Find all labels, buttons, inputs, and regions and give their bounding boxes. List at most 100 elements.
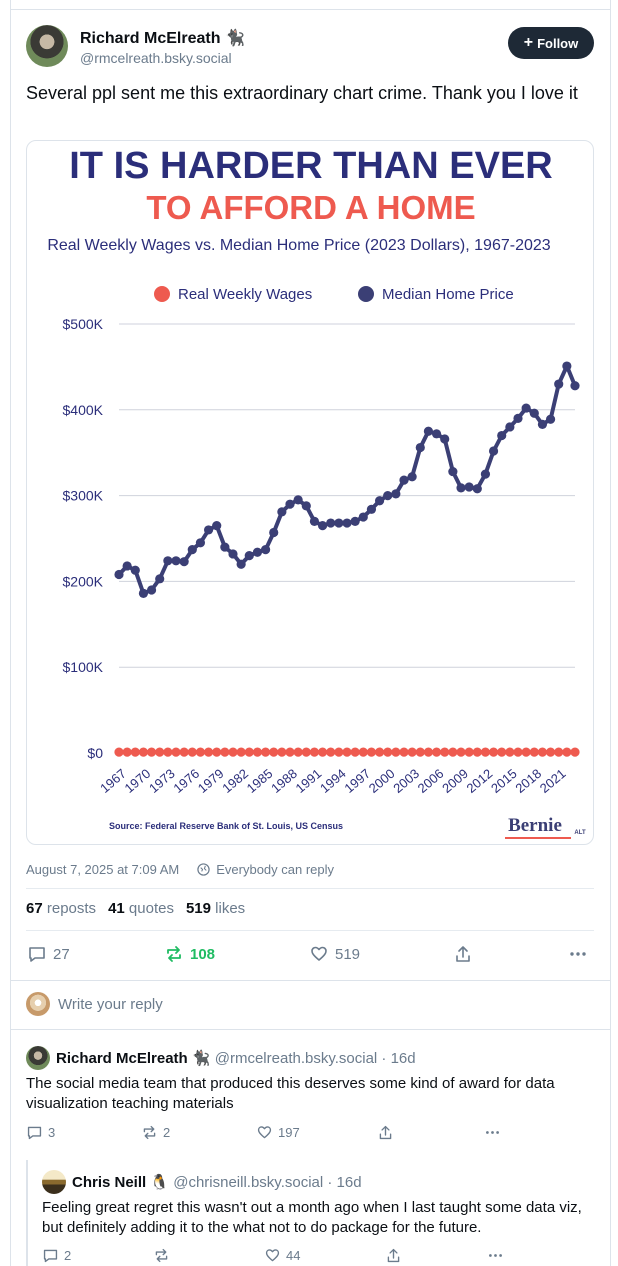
repost-button[interactable] bbox=[153, 1247, 175, 1264]
post-stats: 67 reposts 41 quotes 519 likes bbox=[26, 900, 245, 917]
reply-header: Richard McElreath 🐈‍⬛ @rmcelreath.bsky.s… bbox=[56, 1049, 416, 1067]
post-image[interactable]: IT IS HARDER THAN EVER TO AFFORD A HOME … bbox=[26, 140, 594, 845]
x-tick-label: 2000 bbox=[366, 766, 398, 796]
heart-icon bbox=[265, 1249, 280, 1262]
x-tick-label: 1982 bbox=[219, 766, 251, 796]
more-options-button[interactable] bbox=[568, 944, 588, 964]
timestamp[interactable]: August 7, 2025 at 7:09 AM bbox=[26, 862, 180, 877]
author-handle[interactable]: @rmcelreath.bsky.social bbox=[80, 50, 232, 66]
likes-stat[interactable]: 519 likes bbox=[185, 900, 246, 917]
wages-point bbox=[554, 747, 564, 757]
avatar[interactable] bbox=[26, 1046, 50, 1070]
author-name[interactable]: Richard McElreath 🐈‍⬛ bbox=[80, 30, 245, 47]
x-axis: 1967197019731976197919821985198819911994… bbox=[97, 766, 569, 796]
home-price-point bbox=[488, 446, 499, 456]
wages-point bbox=[488, 747, 499, 757]
home-price-point bbox=[228, 549, 238, 559]
home-price-point bbox=[163, 556, 173, 566]
home-price-point bbox=[570, 381, 580, 391]
share-button[interactable] bbox=[377, 1124, 394, 1141]
wages-point bbox=[431, 747, 442, 757]
author-handle[interactable]: @chrisneill.bsky.social bbox=[173, 1174, 324, 1191]
avatar[interactable] bbox=[26, 25, 68, 67]
cat-icon: 🐈‍⬛ bbox=[224, 30, 245, 47]
wages-point bbox=[203, 747, 214, 757]
cat-icon: 🐈‍⬛ bbox=[191, 1050, 211, 1067]
home-price-point bbox=[138, 588, 149, 599]
home-price-point bbox=[293, 495, 303, 505]
chart: IT IS HARDER THAN EVER TO AFFORD A HOME … bbox=[47, 145, 586, 839]
repost-button[interactable]: 2 bbox=[141, 1124, 170, 1141]
author-handle[interactable]: @rmcelreath.bsky.social bbox=[214, 1050, 378, 1067]
x-tick-label: 1988 bbox=[268, 766, 300, 796]
wages-point bbox=[497, 747, 507, 757]
wages-point bbox=[407, 747, 417, 757]
repost-button[interactable]: 108 bbox=[164, 944, 215, 964]
share-icon bbox=[456, 946, 470, 962]
chart-series bbox=[114, 361, 580, 757]
like-button[interactable]: 197 bbox=[256, 1124, 300, 1141]
home-price-point bbox=[155, 574, 165, 584]
more-options-button[interactable] bbox=[484, 1124, 501, 1141]
reply-composer[interactable]: Write your reply bbox=[26, 992, 163, 1016]
avatar[interactable] bbox=[42, 1170, 66, 1194]
follow-button[interactable]: + Follow bbox=[508, 27, 594, 59]
legend-home-label: Median Home Price bbox=[382, 286, 514, 303]
home-price-point bbox=[464, 482, 474, 492]
wages-point bbox=[448, 747, 458, 757]
wages-point bbox=[220, 747, 230, 757]
reply-button[interactable]: 27 bbox=[27, 944, 70, 964]
legend-wages-label: Real Weekly Wages bbox=[178, 286, 312, 303]
like-button[interactable]: 519 bbox=[309, 944, 360, 964]
bernie-logo: Bernie bbox=[508, 815, 562, 836]
wages-point bbox=[464, 747, 474, 757]
wages-point bbox=[138, 747, 149, 757]
wages-point bbox=[285, 747, 295, 757]
share-button[interactable] bbox=[385, 1247, 402, 1264]
wages-point bbox=[326, 747, 336, 757]
y-tick-label: $200K bbox=[63, 573, 104, 589]
home-price-point bbox=[545, 414, 556, 424]
home-price-point bbox=[350, 516, 360, 526]
home-price-point bbox=[431, 429, 442, 439]
share-icon bbox=[379, 1125, 392, 1140]
author-name[interactable]: Chris Neill bbox=[72, 1174, 147, 1191]
wages-point bbox=[171, 747, 181, 757]
wages-point bbox=[472, 747, 482, 757]
wages-point bbox=[366, 747, 377, 757]
author-name[interactable]: Richard McElreath bbox=[56, 1050, 188, 1067]
more-options-button[interactable] bbox=[487, 1247, 504, 1264]
x-tick-label: 1991 bbox=[293, 766, 325, 796]
wages-point bbox=[317, 747, 328, 757]
x-tick-label: 1973 bbox=[146, 766, 178, 796]
wages-point bbox=[301, 747, 311, 757]
divider bbox=[26, 930, 594, 931]
home-price-point bbox=[146, 585, 157, 595]
reply-button[interactable]: 2 bbox=[42, 1247, 71, 1264]
wages-point bbox=[456, 747, 466, 757]
home-price-point bbox=[423, 426, 434, 436]
like-button[interactable]: 44 bbox=[264, 1247, 300, 1264]
share-button[interactable] bbox=[453, 944, 473, 964]
x-tick-label: 1997 bbox=[341, 766, 373, 796]
home-price-point bbox=[342, 518, 352, 528]
my-avatar bbox=[26, 992, 50, 1016]
penguin-icon: 🐧 bbox=[150, 1174, 170, 1191]
wages-point bbox=[293, 747, 303, 757]
home-price-point bbox=[171, 556, 181, 566]
x-tick-label: 2009 bbox=[439, 766, 471, 796]
home-price-point bbox=[317, 521, 328, 531]
reply-button[interactable]: 3 bbox=[26, 1124, 55, 1141]
reposts-stat[interactable]: 67 reposts bbox=[26, 900, 97, 917]
home-price-point bbox=[269, 527, 279, 538]
comment-icon bbox=[27, 1126, 42, 1140]
wages-point bbox=[163, 747, 173, 757]
quotes-stat[interactable]: 41 quotes bbox=[108, 900, 174, 917]
reply-setting: Everybody can reply bbox=[216, 862, 335, 877]
wages-point bbox=[440, 747, 450, 757]
home-price-point bbox=[440, 434, 450, 444]
repost-icon bbox=[155, 1248, 168, 1263]
legend-wages-swatch bbox=[154, 286, 170, 302]
x-tick-label: 1976 bbox=[170, 766, 202, 796]
reply-age: · 16d bbox=[327, 1174, 362, 1191]
